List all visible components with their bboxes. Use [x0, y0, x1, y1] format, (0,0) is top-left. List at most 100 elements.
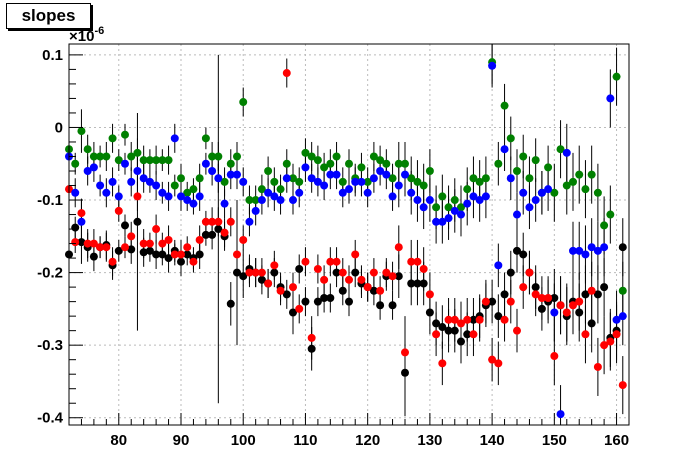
data-point [89, 152, 98, 161]
data-point [475, 196, 484, 205]
data-point [282, 174, 291, 183]
x-tick-label: 150 [542, 432, 567, 449]
data-point [121, 130, 129, 139]
data-point [345, 185, 353, 194]
data-point [407, 174, 416, 183]
data-point [139, 239, 148, 248]
data-point [425, 308, 434, 317]
data-point [96, 152, 105, 161]
data-point [525, 268, 534, 277]
data-point [500, 290, 509, 299]
data-point [239, 235, 248, 244]
data-point [600, 283, 609, 292]
data-point [177, 250, 185, 259]
data-point [457, 203, 465, 212]
data-point [301, 257, 310, 266]
data-point [133, 148, 142, 157]
data-point [407, 188, 416, 197]
data-point [425, 290, 434, 299]
data-point [89, 163, 98, 172]
data-point [537, 294, 546, 302]
data-point [338, 188, 347, 197]
data-point [139, 248, 148, 257]
data-point [71, 238, 80, 247]
data-point [413, 196, 422, 205]
data-point [295, 264, 304, 273]
data-point [295, 304, 304, 313]
x-tick-label: 120 [355, 432, 380, 449]
data-point [413, 279, 422, 288]
data-point [301, 297, 310, 306]
data-point [177, 257, 185, 266]
data-point [593, 188, 602, 197]
data-point [201, 217, 210, 226]
data-point [114, 156, 123, 165]
x-tick-label: 110 [293, 432, 317, 449]
data-point [425, 196, 434, 205]
data-point [481, 174, 490, 183]
data-point [444, 326, 453, 335]
data-point [593, 246, 602, 255]
data-point [562, 181, 571, 190]
data-point [612, 330, 621, 339]
data-point [363, 283, 372, 292]
data-point [313, 264, 322, 273]
x-tick-label: 90 [173, 432, 190, 449]
data-point [382, 268, 391, 277]
data-point [158, 188, 167, 197]
data-point [201, 159, 210, 168]
data-point [239, 98, 248, 107]
data-point [345, 159, 353, 168]
data-point [77, 217, 86, 226]
chart-title: slopes [6, 3, 91, 29]
data-point [475, 315, 484, 324]
data-point [581, 185, 590, 194]
data-point [550, 352, 559, 361]
data-point [326, 170, 335, 179]
data-point [177, 192, 185, 201]
y-tick-label: 0.1 [42, 47, 63, 64]
data-point [164, 235, 173, 244]
data-point [307, 333, 316, 342]
data-point [531, 156, 540, 165]
data-point [575, 170, 584, 179]
data-point [127, 245, 136, 254]
data-point [506, 297, 515, 306]
data-point [537, 188, 546, 197]
data-point [152, 156, 161, 165]
data-point [376, 286, 385, 295]
data-point [587, 319, 596, 328]
data-point [108, 134, 117, 143]
data-point [121, 221, 129, 230]
data-point [606, 337, 615, 346]
data-point [457, 319, 465, 328]
data-point [401, 368, 409, 377]
data-point [569, 177, 577, 186]
data-point [432, 319, 441, 328]
data-point [102, 243, 111, 252]
data-point [208, 152, 217, 161]
data-point [537, 304, 546, 313]
data-point [152, 181, 161, 190]
data-point [326, 294, 335, 302]
data-point [145, 246, 154, 255]
data-point [606, 94, 615, 103]
y-tick-label: -0.2 [37, 265, 63, 282]
data-point [313, 156, 322, 165]
data-point [494, 359, 503, 368]
data-point [600, 341, 609, 350]
data-point [562, 148, 571, 157]
plot-frame [68, 43, 630, 426]
x-tick-label: 140 [480, 432, 505, 449]
data-point [550, 188, 559, 197]
data-point [208, 167, 217, 175]
data-point [388, 174, 397, 183]
data-point [307, 344, 316, 353]
data-point [606, 210, 615, 219]
data-point [587, 243, 596, 252]
data-point [618, 381, 627, 390]
data-point [257, 196, 266, 205]
data-point [382, 159, 391, 168]
data-point [369, 268, 378, 277]
data-point [544, 163, 553, 172]
